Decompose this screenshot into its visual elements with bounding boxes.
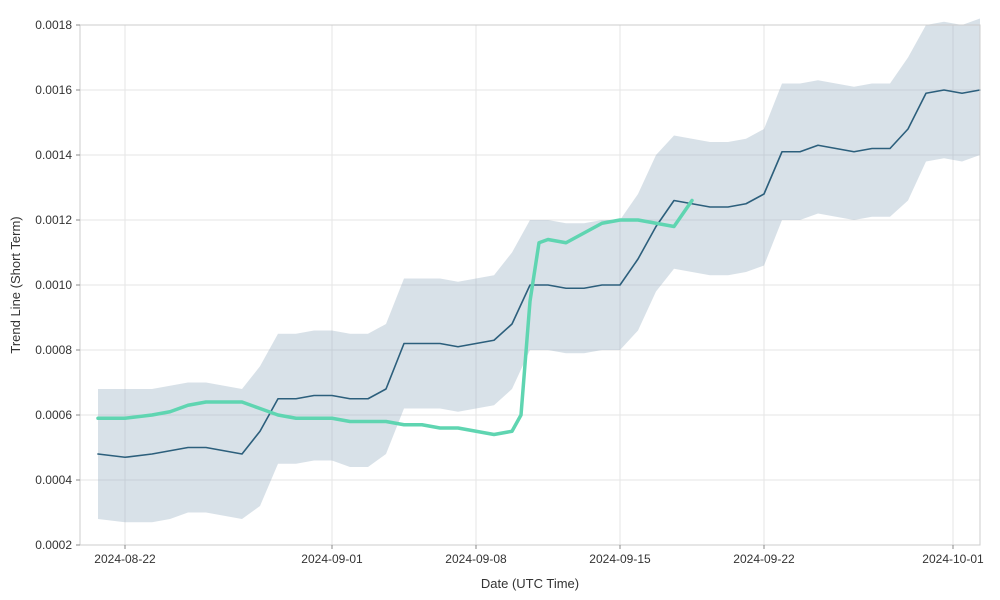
y-tick-label: 0.0014 [35, 148, 72, 162]
y-tick-label: 0.0016 [35, 83, 72, 97]
x-tick-label: 2024-09-22 [733, 552, 795, 566]
chart-svg: 0.0002 0.0004 0.0006 0.0008 0.0010 0.0012 0.00… [0, 0, 1000, 600]
y-tick-label: 0.0008 [35, 343, 72, 357]
x-tick-label: 2024-08-22 [94, 552, 156, 566]
x-tick-label: 2024-10-01 [922, 552, 984, 566]
y-tick-label: 0.0012 [35, 213, 72, 227]
x-tick-label: 2024-09-15 [589, 552, 651, 566]
x-tick-label: 2024-09-08 [445, 552, 507, 566]
y-tick-label: 0.0002 [35, 538, 72, 552]
x-axis-label: Date (UTC Time) [481, 576, 579, 591]
y-tick-label: 0.0018 [35, 18, 72, 32]
trend-chart: 0.0002 0.0004 0.0006 0.0008 0.0010 0.0012 0.00… [0, 0, 1000, 600]
y-tick-label: 0.0010 [35, 278, 72, 292]
y-tick-label: 0.0004 [35, 473, 72, 487]
y-axis-label: Trend Line (Short Term) [8, 216, 23, 353]
x-tick-label: 2024-09-01 [301, 552, 363, 566]
y-tick-label: 0.0006 [35, 408, 72, 422]
